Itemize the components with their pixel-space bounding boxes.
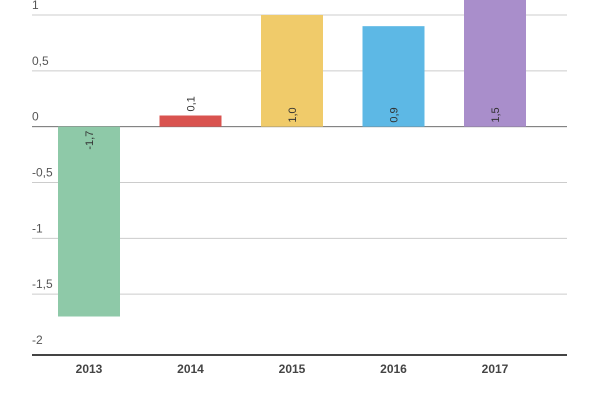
x-tick-label-2016: 2016 bbox=[380, 362, 407, 376]
y-tick-label: 0 bbox=[32, 110, 39, 124]
y-tick-label: 1 bbox=[32, 0, 39, 12]
x-tick-label-2017: 2017 bbox=[482, 362, 509, 376]
y-tick-label: -1,5 bbox=[32, 277, 53, 291]
data-label-2016: 0,9 bbox=[389, 107, 401, 122]
data-label-2014: 0,1 bbox=[186, 96, 198, 111]
bar-2015 bbox=[261, 15, 323, 127]
data-labels: -1,7 0,1 1,0 0,9 1,5 bbox=[84, 96, 502, 149]
y-tick-label: -1 bbox=[32, 221, 43, 235]
y-tick-label: -2 bbox=[32, 333, 43, 347]
data-label-2017: 1,5 bbox=[490, 107, 502, 122]
data-label-2015: 1,0 bbox=[287, 107, 299, 122]
x-tick-label-2014: 2014 bbox=[177, 362, 204, 376]
x-tick-label-2013: 2013 bbox=[76, 362, 103, 376]
y-axis-tick-labels: 1 0,5 0 -0,5 -1 -1,5 -2 bbox=[32, 0, 53, 347]
bar-2016 bbox=[362, 26, 425, 127]
bar-2013 bbox=[58, 126, 120, 317]
y-tick-label: -0,5 bbox=[32, 166, 53, 180]
x-tick-label-2015: 2015 bbox=[279, 362, 306, 376]
bar-2014 bbox=[159, 115, 222, 127]
bars bbox=[58, 0, 526, 317]
data-label-2013: -1,7 bbox=[84, 131, 96, 150]
bar-2017 bbox=[464, 0, 526, 127]
y-tick-label: 0,5 bbox=[32, 54, 49, 68]
x-axis-category-labels: 2013 2014 2015 2016 2017 bbox=[76, 362, 509, 376]
